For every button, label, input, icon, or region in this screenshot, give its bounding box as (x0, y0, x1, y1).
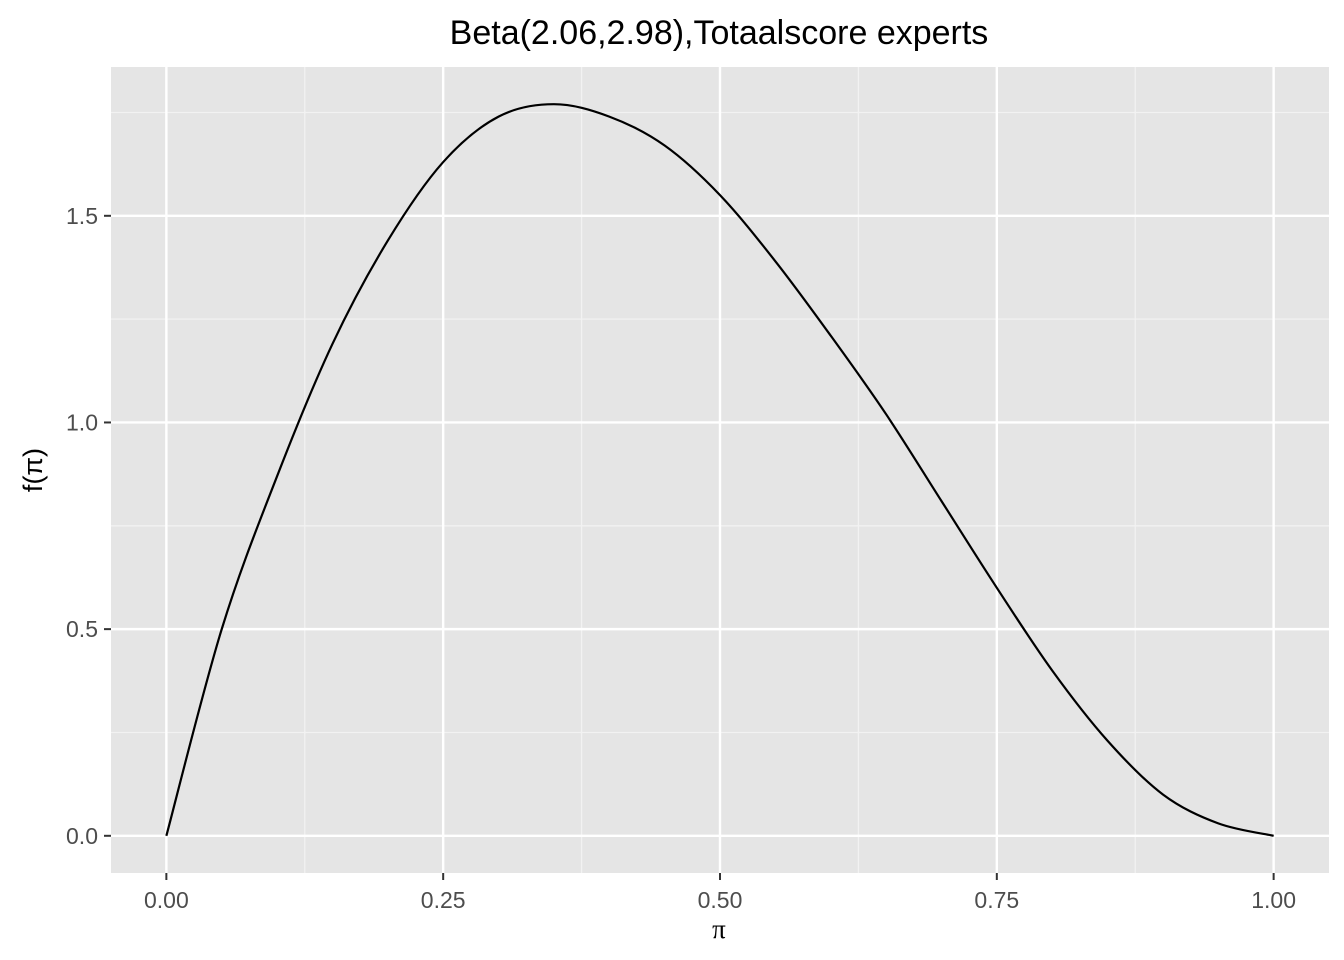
y-tick-label: 1.0 (66, 409, 98, 435)
x-axis: 0.00 0.25 0.50 0.75 1.00 (144, 873, 1296, 913)
x-tick-label: 0.00 (144, 887, 189, 913)
x-tick-label: 0.75 (974, 887, 1019, 913)
y-tick-label: 0.0 (66, 823, 98, 849)
y-tick-label: 1.5 (66, 203, 98, 229)
major-gridlines (111, 67, 1329, 873)
x-tick-label: 0.25 (421, 887, 466, 913)
x-tick-label: 1.00 (1251, 887, 1296, 913)
y-axis: 0.0 0.5 1.0 1.5 (66, 203, 111, 849)
y-tick-label: 0.5 (66, 616, 98, 642)
density-curve (165, 103, 1274, 837)
y-axis-title: f(π) (18, 448, 48, 492)
x-tick-label: 0.50 (698, 887, 743, 913)
x-axis-title: π (712, 914, 726, 944)
chart-title: Beta(2.06,2.98),Totaalscore experts (450, 14, 989, 52)
